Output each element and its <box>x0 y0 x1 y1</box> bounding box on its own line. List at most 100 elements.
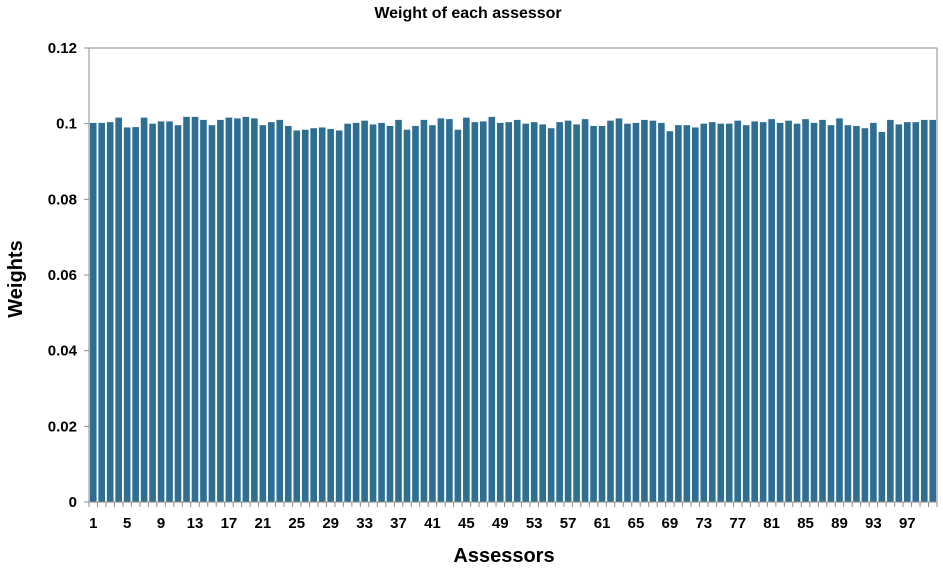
bar-assessor-68 <box>658 122 665 502</box>
plot-area-border <box>88 47 938 503</box>
bar-assessor-58 <box>573 124 580 503</box>
x-tick-label: 69 <box>662 515 679 532</box>
x-tick-label: 41 <box>424 515 441 532</box>
bar-assessor-9 <box>157 121 165 503</box>
bar-assessor-37 <box>395 119 402 502</box>
bar-assessor-92 <box>861 128 869 502</box>
bar-assessor-45 <box>463 117 470 503</box>
bar-assessor-1 <box>89 122 97 502</box>
bar-assessor-100 <box>929 119 937 502</box>
bar-assessor-86 <box>810 122 818 502</box>
bar-assessor-48 <box>488 116 496 503</box>
y-axis-label: Weights <box>5 240 27 317</box>
bar-assessor-10 <box>166 121 173 503</box>
bar-assessor-8 <box>149 123 156 503</box>
y-axis: 0 0.02 0.04 0.06 0.08 0.1 0.12 <box>48 40 89 511</box>
bar-assessor-41 <box>429 125 436 503</box>
x-tick-label: 33 <box>356 515 373 532</box>
bar-assessor-80 <box>759 122 767 503</box>
x-axis-label: Assessors <box>453 545 554 567</box>
bar-assessor-97 <box>904 122 911 503</box>
bar-assessor-5 <box>123 127 131 502</box>
bar-assessor-84 <box>793 123 801 503</box>
bar-assessor-76 <box>725 123 733 503</box>
bar-assessor-32 <box>352 122 360 502</box>
bar-assessor-17 <box>225 117 233 503</box>
chart-title: Weight of each assessor <box>374 5 561 22</box>
bar-assessor-93 <box>870 122 877 502</box>
bar-assessor-73 <box>700 123 708 503</box>
bar-assessor-46 <box>471 122 479 503</box>
bar-assessor-51 <box>513 119 521 502</box>
bar-assessor-60 <box>590 125 597 502</box>
x-tick-label: 73 <box>695 515 712 532</box>
bar-assessor-38 <box>403 129 411 502</box>
bar-assessor-34 <box>369 124 377 503</box>
bar-assessor-85 <box>802 119 809 502</box>
bar-assessor-99 <box>920 119 928 502</box>
x-tick-label: 17 <box>221 515 238 532</box>
bar-assessor-63 <box>615 118 623 503</box>
bar-assessor-69 <box>666 131 674 503</box>
bar-assessor-4 <box>115 117 122 503</box>
bar-assessor-25 <box>293 130 301 503</box>
y-tick-label: 0.12 <box>48 40 77 57</box>
x-tick-label: 81 <box>763 515 780 532</box>
bar-assessor-11 <box>174 125 182 503</box>
bar-assessor-40 <box>420 119 428 502</box>
bar-assessor-21 <box>259 125 267 503</box>
y-tick-label: 0.04 <box>48 343 78 360</box>
bar-assessor-67 <box>649 120 657 502</box>
bar-assessor-31 <box>344 123 351 503</box>
x-tick-label: 1 <box>89 515 97 532</box>
bar-assessor-12 <box>183 116 190 503</box>
bar-series <box>89 116 937 503</box>
y-tick-label: 0 <box>69 494 77 511</box>
x-tick-label: 97 <box>899 515 916 532</box>
y-tick-label: 0.06 <box>48 267 77 284</box>
x-tick-label: 13 <box>187 515 204 532</box>
bar-assessor-91 <box>853 125 860 502</box>
bar-assessor-61 <box>598 125 606 502</box>
bar-assessor-33 <box>361 120 368 502</box>
bar-assessor-82 <box>776 122 784 502</box>
bar-assessor-30 <box>335 130 343 503</box>
bar-assessor-15 <box>208 125 216 503</box>
bar-assessor-13 <box>191 116 199 503</box>
bar-assessor-78 <box>742 125 750 503</box>
bar-assessor-65 <box>632 122 640 502</box>
x-tick-label: 25 <box>288 515 305 532</box>
bar-assessor-53 <box>530 122 538 503</box>
bar-assessor-59 <box>581 119 589 502</box>
bar-assessor-16 <box>217 119 224 502</box>
x-axis: 1 5 9 13 17 21 25 29 33 37 41 45 49 53 57 61 65 69 73 77 81 8… <box>88 502 938 532</box>
x-tick-label: 93 <box>865 515 882 532</box>
x-tick-label: 77 <box>729 515 746 532</box>
bar-assessor-74 <box>708 122 716 503</box>
x-tick-label: 65 <box>628 515 645 532</box>
bar-assessor-57 <box>564 120 572 502</box>
bar-assessor-23 <box>276 119 284 502</box>
x-tick-label: 85 <box>797 515 814 532</box>
bar-assessor-56 <box>556 122 563 503</box>
bar-assessor-22 <box>268 122 275 503</box>
bar-assessor-66 <box>641 119 648 502</box>
bar-assessor-39 <box>412 125 419 502</box>
x-tick-label: 37 <box>390 515 407 532</box>
bar-assessor-2 <box>98 122 106 502</box>
bar-assessor-26 <box>301 129 309 502</box>
x-tick-label: 5 <box>123 515 131 532</box>
bar-assessor-83 <box>785 120 792 502</box>
x-tick-label: 9 <box>157 515 165 532</box>
x-tick-label: 53 <box>526 515 543 532</box>
y-tick-label: 0.02 <box>48 418 77 435</box>
bar-assessor-36 <box>386 125 394 502</box>
x-tick-label: 29 <box>322 515 339 532</box>
y-tick-label: 0.1 <box>56 116 77 133</box>
bar-assessor-54 <box>539 124 546 503</box>
x-tick-label: 21 <box>254 515 271 532</box>
bar-assessor-27 <box>310 128 318 502</box>
bar-assessor-62 <box>607 120 614 502</box>
bar-assessor-75 <box>717 123 725 503</box>
